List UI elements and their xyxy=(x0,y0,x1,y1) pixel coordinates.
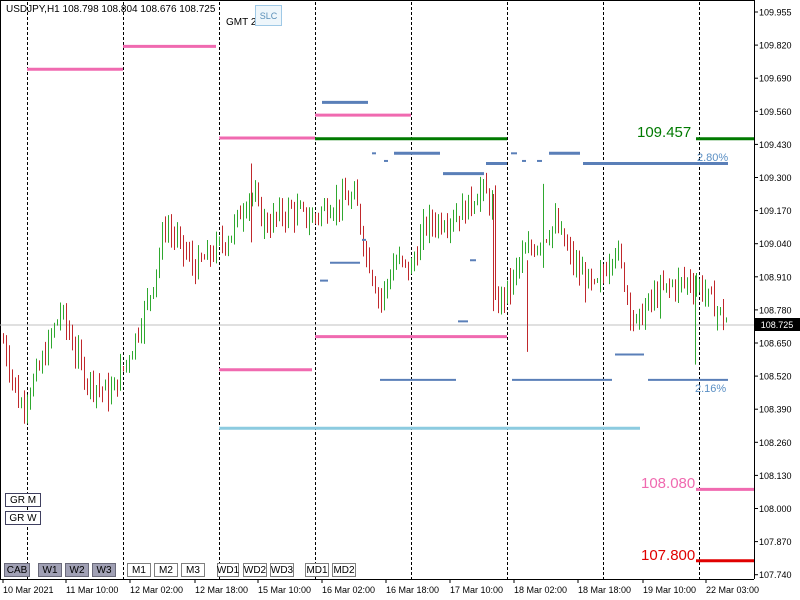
button-w3[interactable]: W3 xyxy=(92,563,116,577)
y-tick-label: 109.820 xyxy=(759,41,792,51)
gr-m-button[interactable]: GR M xyxy=(5,493,41,507)
y-tick-label: 108.520 xyxy=(759,372,792,382)
y-tick-label: 108.650 xyxy=(759,339,792,349)
y-tick-label: 107.870 xyxy=(759,537,792,547)
button-m3[interactable]: M3 xyxy=(181,563,205,577)
x-tick-label: 12 Mar 02:00 xyxy=(130,585,183,595)
y-tick-label: 108.910 xyxy=(759,272,792,282)
gmt-label: GMT 2 xyxy=(226,17,257,28)
percent-label-lower: 2.16% xyxy=(695,383,727,395)
button-wd3[interactable]: WD3 xyxy=(270,563,294,577)
y-tick-label: 109.560 xyxy=(759,107,792,117)
x-tick-label: 18 Mar 18:00 xyxy=(578,585,631,595)
y-tick-label: 108.260 xyxy=(759,438,792,448)
percent-label-upper: 2.80% xyxy=(697,152,729,164)
x-tick-label: 18 Mar 02:00 xyxy=(514,585,567,595)
x-tick-label: 10 Mar 2021 xyxy=(3,585,54,595)
y-tick-label: 108.390 xyxy=(759,405,792,415)
x-tick-label: 16 Mar 02:00 xyxy=(322,585,375,595)
button-m2[interactable]: M2 xyxy=(154,563,178,577)
symbol-header: USDJPY,H1 108.798 108.804 108.676 108.72… xyxy=(6,4,216,15)
button-md2[interactable]: MD2 xyxy=(332,563,356,577)
x-tick-label: 15 Mar 10:00 xyxy=(258,585,311,595)
y-tick-label: 108.130 xyxy=(759,471,792,481)
button-w1[interactable]: W1 xyxy=(38,563,62,577)
slc-button[interactable]: SLC xyxy=(255,5,282,26)
x-tick-label: 19 Mar 10:00 xyxy=(643,585,696,595)
current-price-box: 108.725 xyxy=(754,318,800,331)
button-cab[interactable]: CAB xyxy=(4,563,30,577)
level-label-green: 109.457 xyxy=(637,124,692,141)
gr-w-button[interactable]: GR W xyxy=(5,511,41,525)
y-tick-label: 108.780 xyxy=(759,305,792,315)
x-tick-label: 22 Mar 03:00 xyxy=(706,585,759,595)
button-wd2[interactable]: WD2 xyxy=(243,563,267,577)
y-tick-label: 107.740 xyxy=(759,570,792,580)
button-md1[interactable]: MD1 xyxy=(305,563,329,577)
x-tick-label: 16 Mar 18:00 xyxy=(386,585,439,595)
button-m1[interactable]: M1 xyxy=(127,563,151,577)
y-tick-label: 108.000 xyxy=(759,504,792,514)
y-tick-label: 109.300 xyxy=(759,173,792,183)
x-tick-label: 11 Mar 10:00 xyxy=(66,585,118,595)
y-tick-label: 109.955 xyxy=(759,8,792,18)
button-wd1[interactable]: WD1 xyxy=(216,563,240,577)
level-label-pink: 108.080 xyxy=(641,475,696,492)
x-tick-label: 17 Mar 10:00 xyxy=(450,585,503,595)
y-tick-label: 109.690 xyxy=(759,74,792,84)
y-tick-label: 109.170 xyxy=(759,206,792,216)
x-tick-label: 12 Mar 18:00 xyxy=(195,585,248,595)
y-tick-label: 109.040 xyxy=(759,239,792,249)
level-label-red: 107.800 xyxy=(641,547,696,564)
y-tick-label: 109.430 xyxy=(759,140,792,150)
button-w2[interactable]: W2 xyxy=(65,563,89,577)
